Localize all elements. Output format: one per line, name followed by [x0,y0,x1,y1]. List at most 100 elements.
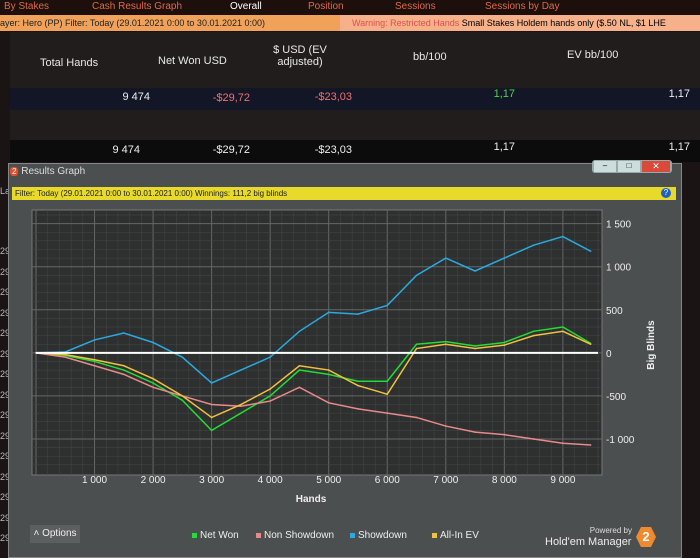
data-point [327,373,330,376]
powered-by-label: Powered by [589,526,632,535]
cell-usd-ev: -$23,03 [314,91,352,103]
x-tick-label: 6 000 [375,475,400,486]
tab-sessions-by-day[interactable]: Sessions by Day [485,1,560,12]
data-point [386,412,389,414]
close-button[interactable]: ✕ [642,161,670,172]
data-point [298,386,301,389]
tab-cash-results-graph[interactable]: Cash Results Graph [92,1,183,12]
data-point [474,270,476,272]
left-number: 29 [0,246,11,256]
data-point [240,403,242,406]
table-row[interactable]: 9 474 -$29,72 -$23,03 1,17 1,17 [10,88,700,110]
options-button[interactable]: ˄ Options [30,525,80,543]
data-point [269,400,271,402]
legend-swatch [350,533,355,538]
hm2-icon: 2 [10,167,19,176]
data-point [210,382,213,384]
data-point [589,250,592,252]
data-point [532,334,535,337]
data-point [474,347,476,350]
y-tick-label: 1 000 [606,263,631,274]
warning-label: Warning: Restricted Hands [352,18,460,28]
header-total-hands[interactable]: Total Hands [40,57,99,69]
header-usd-ev[interactable]: $ USD (EV adjusted) [273,44,327,68]
data-point [474,345,476,347]
x-tick-label: 2 000 [141,475,166,486]
data-point [152,386,154,389]
data-point [210,416,213,419]
y-tick-label: 0 [606,349,612,360]
cell-usd-ev: -$23,03 [314,144,352,156]
x-tick-label: 1 000 [82,475,107,486]
data-point [415,416,418,419]
x-tick-label: 3 000 [199,475,224,486]
legend-item[interactable]: All-In EV [432,530,479,541]
y-tick-label: 500 [606,306,623,317]
data-point [327,402,330,404]
cell-net-won: -$29,72 [212,144,250,156]
data-point [210,429,213,432]
tab-position[interactable]: Position [308,1,344,12]
tab-sessions[interactable]: Sessions [395,1,436,12]
data-point [152,377,154,380]
data-point [562,326,564,328]
data-point [240,412,242,414]
left-number: 29 [0,287,11,297]
table-total-row: 9 474 -$29,72 -$23,03 1,17 1,17 [10,140,700,162]
header-bb100[interactable]: bb/100 [413,51,447,63]
header-ev-bb100[interactable]: EV bb/100 [567,49,619,61]
x-tick-label: 4 000 [258,475,283,486]
x-tick-label: 5 000 [316,475,341,486]
maximize-button[interactable]: □ [618,161,640,172]
help-icon[interactable]: ? [661,188,671,198]
data-point [589,444,592,446]
window-title-text: Results Graph [21,166,86,177]
tab-overall[interactable]: Overall [230,1,262,12]
brand-label: Hold'em Manager [545,536,632,548]
y-tick-label: -500 [606,392,626,403]
header-net-won[interactable]: Net Won USD [158,55,227,67]
legend-item[interactable]: Non Showdown [256,530,334,541]
data-point [64,353,67,356]
tab-by-stakes[interactable]: By Stakes [4,1,50,12]
data-point [152,341,154,344]
data-point [562,442,564,445]
data-point [123,364,125,367]
legend-swatch [192,533,197,538]
left-number: 29 [0,533,11,543]
data-point [327,311,330,314]
data-point [357,384,359,387]
data-point [444,343,447,346]
left-label: Las [0,186,15,196]
graph-filter-bar: Filter: Today (29.01.2021 0:00 to 30.01.… [12,187,676,200]
legend-label: All-In EV [440,530,479,541]
legend-item[interactable]: Showdown [350,530,407,541]
left-number: 29 [0,307,11,318]
data-point [444,340,447,343]
warning-bar: Warning: Restricted Hands Small Stakes H… [340,15,700,31]
data-point [298,369,301,371]
data-point [123,369,125,371]
minimize-button[interactable]: – [594,161,616,172]
data-point [386,380,389,383]
data-point [93,360,96,363]
data-point [240,405,242,408]
series-line-non-showdown [35,352,591,446]
cell-ev-bb100: 1,17 [668,88,690,100]
left-number: 29 [0,471,11,482]
legend-label: Non Showdown [264,530,335,541]
x-tick-label: 9 000 [550,475,575,486]
window-title: 2 Results Graph [10,166,85,177]
data-point [386,393,389,395]
data-point [123,332,125,334]
left-number: 29 [0,328,11,338]
legend-item[interactable]: Net Won [192,530,239,541]
legend-label: Showdown [358,530,407,541]
data-point [444,257,447,259]
data-point [532,438,535,440]
data-point [357,313,359,315]
left-number: 29 [0,348,11,359]
window-controls: – □ ✕ [592,160,672,173]
x-tick-label: 8 000 [492,475,517,486]
data-point [503,433,506,436]
